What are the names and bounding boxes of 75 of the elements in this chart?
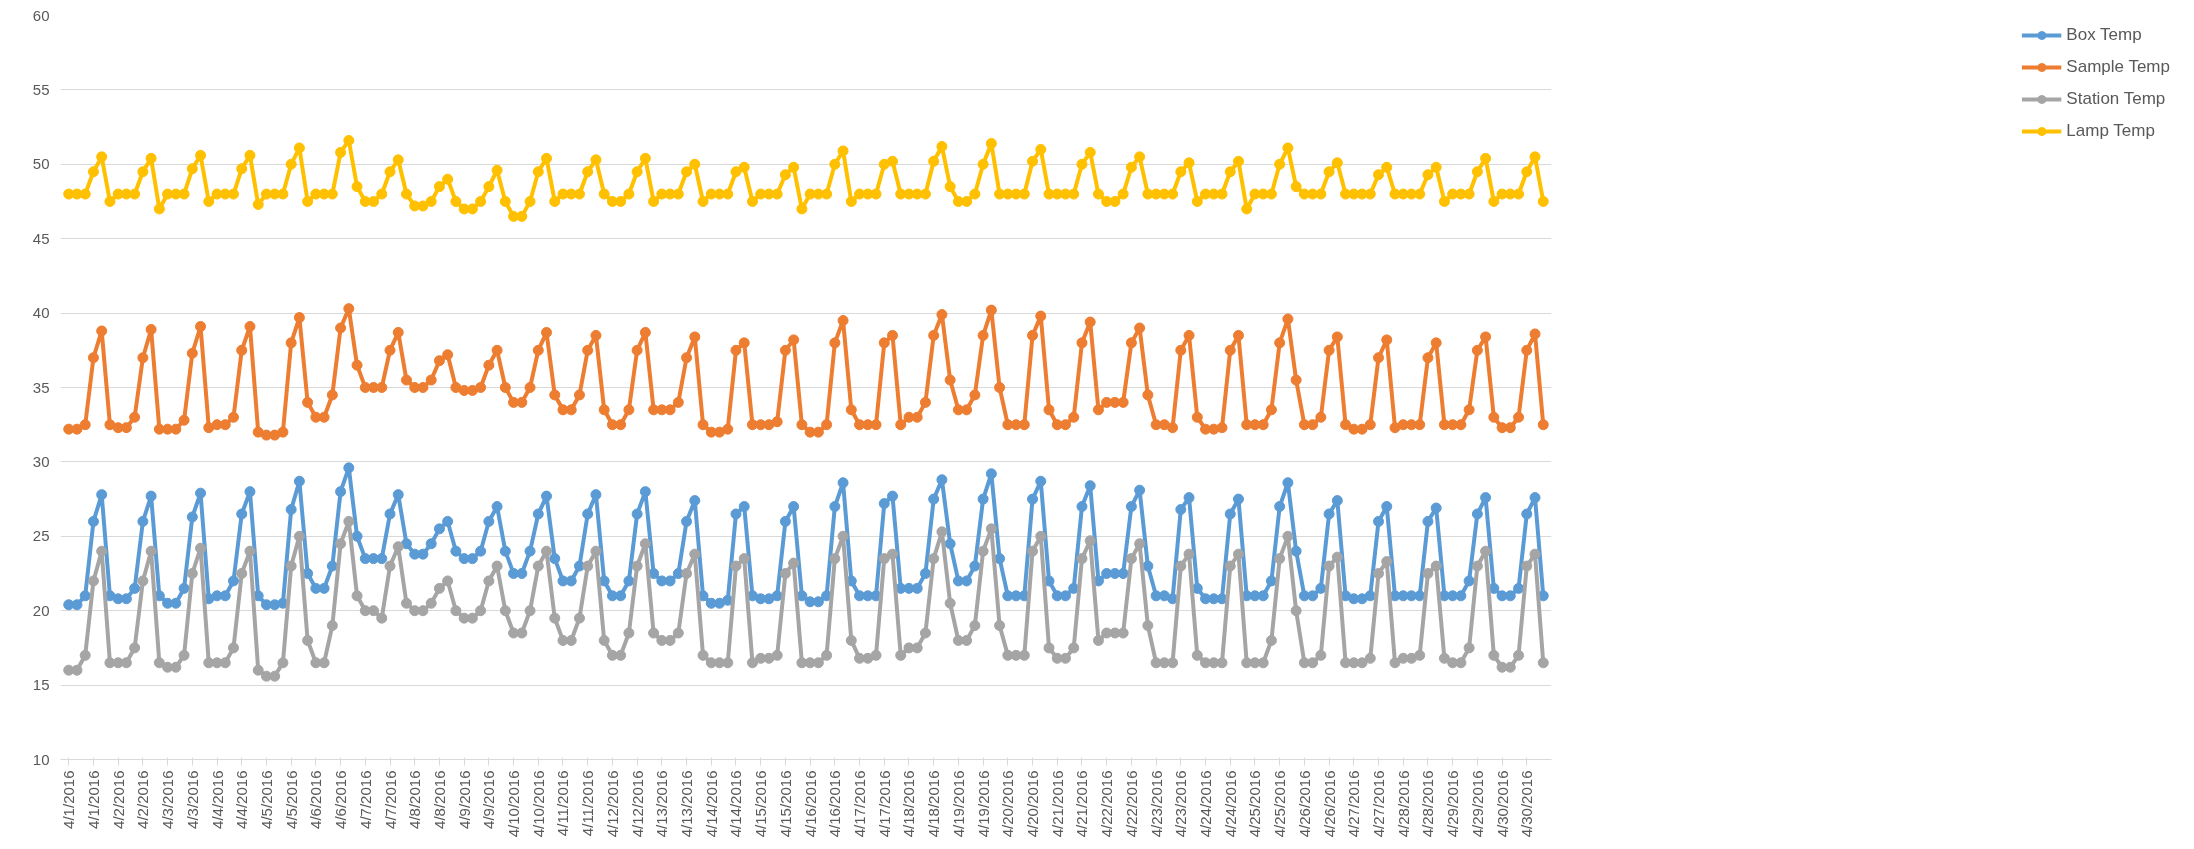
y-tick-label: 25 [32,527,50,545]
x-tick-label: 4/12/2016 [603,770,621,838]
y-tick-label: 55 [32,80,50,98]
y-tick-label: 35 [32,378,50,396]
x-tick-label: 4/10/2016 [529,770,547,838]
x-tick-label: 4/20/2016 [1024,770,1042,838]
x-tick-label: 4/26/2016 [1295,770,1313,838]
x-tick-label: 4/6/2016 [332,770,350,829]
y-tick-label: 10 [32,750,50,768]
x-tick-label: 4/28/2016 [1394,770,1412,838]
x-tick-label: 4/23/2016 [1147,770,1165,838]
x-tick-label: 4/20/2016 [999,770,1017,838]
y-tick-label: 15 [32,676,50,694]
x-tick-label: 4/9/2016 [480,770,498,829]
legend-label: Sample Temp [2066,57,2170,77]
x-tick-label: 4/9/2016 [455,770,473,829]
x-tick-label: 4/17/2016 [851,770,869,838]
x-tick-label: 4/14/2016 [702,770,720,838]
y-tick-label: 45 [32,229,50,247]
x-tick-label: 4/16/2016 [826,770,844,838]
x-tick-label: 4/14/2016 [727,770,745,838]
x-tick-label: 4/4/2016 [233,770,251,829]
x-tick-label: 4/23/2016 [1172,770,1190,838]
x-tick-label: 4/30/2016 [1518,770,1536,838]
x-tick-label: 4/24/2016 [1197,770,1215,838]
x-tick-label: 4/16/2016 [801,770,819,838]
x-tick-label: 4/17/2016 [875,770,893,838]
x-tick-label: 4/5/2016 [257,770,275,829]
legend-label: Station Temp [2066,89,2166,109]
y-tick-label: 30 [32,452,50,470]
x-tick-label: 4/2/2016 [134,770,152,829]
x-tick-label: 4/22/2016 [1098,770,1116,838]
x-tick-label: 4/7/2016 [356,770,374,829]
x-tick-label: 4/25/2016 [1246,770,1264,838]
x-tick-label: 4/19/2016 [949,770,967,838]
x-tick-label: 4/10/2016 [505,770,523,838]
y-tick-label: 60 [32,6,50,24]
x-tick-label: 4/3/2016 [183,770,201,829]
y-tick-label: 40 [32,304,50,322]
x-tick-label: 4/11/2016 [579,770,597,837]
legend-label: Lamp Temp [2066,121,2155,141]
x-tick-label: 4/7/2016 [381,770,399,829]
legend-label: Box Temp [2066,25,2142,45]
x-tick-label: 4/13/2016 [653,770,671,838]
x-tick-label: 4/15/2016 [752,770,770,838]
y-tick-label: 20 [32,601,50,619]
x-tick-label: 4/18/2016 [900,770,918,838]
x-tick-label: 4/12/2016 [628,770,646,838]
x-tick-label: 4/19/2016 [974,770,992,838]
x-tick-label: 4/1/2016 [84,770,102,829]
x-tick-label: 4/15/2016 [776,770,794,838]
x-tick-label: 4/11/2016 [554,770,572,837]
x-tick-label: 4/3/2016 [159,770,177,829]
x-tick-label: 4/29/2016 [1444,770,1462,838]
x-tick-label: 4/24/2016 [1221,770,1239,838]
x-tick-label: 4/18/2016 [925,770,943,838]
x-tick-label: 4/1/2016 [60,770,78,829]
x-tick-label: 4/22/2016 [1122,770,1140,838]
x-tick-label: 4/27/2016 [1370,770,1388,838]
x-tick-label: 4/28/2016 [1419,770,1437,838]
x-tick-label: 4/8/2016 [430,770,448,829]
x-tick-label: 4/21/2016 [1048,770,1066,838]
x-tick-label: 4/27/2016 [1345,770,1363,838]
x-tick-label: 4/25/2016 [1271,770,1289,838]
y-tick-label: 50 [32,155,50,173]
x-tick-label: 4/2/2016 [109,770,127,829]
x-tick-label: 4/5/2016 [282,770,300,829]
x-tick-label: 4/30/2016 [1493,770,1511,838]
x-tick-label: 4/26/2016 [1320,770,1338,838]
x-tick-label: 4/21/2016 [1073,770,1091,838]
x-tick-label: 4/29/2016 [1468,770,1486,838]
x-tick-label: 4/4/2016 [208,770,226,829]
x-tick-label: 4/13/2016 [678,770,696,838]
x-tick-label: 4/6/2016 [307,770,325,829]
x-tick-label: 4/8/2016 [406,770,424,829]
